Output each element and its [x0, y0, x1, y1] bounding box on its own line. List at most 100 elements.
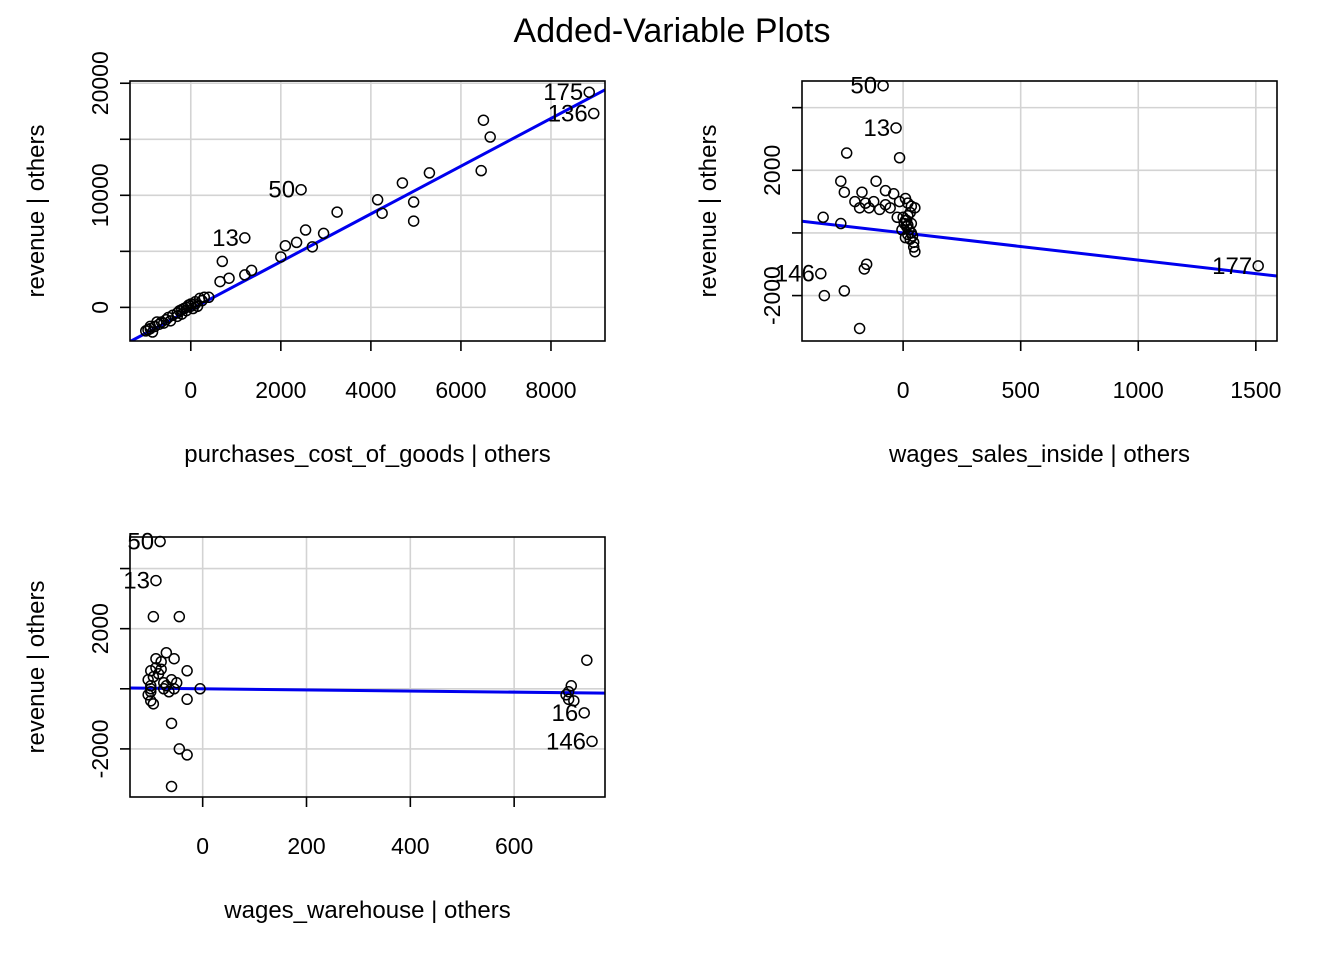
- data-point: [890, 122, 902, 134]
- x-tick-label: 200: [287, 833, 325, 859]
- point-label: 50: [268, 177, 295, 204]
- data-point: [165, 717, 178, 730]
- data-point: [317, 227, 330, 240]
- data-point: [396, 177, 409, 189]
- point-label: 16: [552, 700, 579, 727]
- y-tick-label: 0: [87, 301, 113, 314]
- point-label: 136: [548, 101, 588, 128]
- data-point: [160, 646, 173, 659]
- data-point: [856, 186, 868, 198]
- data-point: [145, 686, 157, 698]
- y-axis-label: revenue | others: [695, 124, 722, 297]
- y-tick-label: -2000: [759, 266, 785, 325]
- data-point: [295, 183, 307, 196]
- figure-title: Added-Variable Plots: [514, 12, 831, 50]
- data-point: [835, 175, 847, 187]
- data-point: [565, 680, 578, 692]
- data-point: [840, 147, 853, 159]
- data-point: [835, 217, 847, 230]
- x-tick-label: 2000: [255, 377, 306, 403]
- point-label: 177: [1212, 253, 1252, 280]
- data-point: [194, 683, 206, 695]
- plot-frame: [801, 80, 1278, 342]
- data-point: [142, 689, 154, 701]
- data-point: [853, 322, 866, 335]
- data-point: [407, 215, 420, 227]
- data-point: [887, 188, 900, 200]
- data-point: [164, 315, 177, 327]
- data-point: [158, 317, 170, 329]
- data-point: [150, 574, 162, 587]
- data-point: [371, 194, 384, 206]
- y-tick-label: -2000: [87, 719, 113, 778]
- x-tick-label: 500: [1002, 377, 1040, 403]
- data-point: [155, 663, 167, 676]
- data-point: [562, 686, 575, 698]
- data-point: [181, 665, 193, 677]
- x-axis-label: wages_warehouse | others: [223, 897, 510, 924]
- data-point: [1252, 260, 1264, 272]
- data-point: [331, 206, 343, 218]
- data-point: [203, 291, 215, 304]
- data-point: [176, 308, 188, 320]
- point-label: 175: [543, 79, 583, 106]
- data-point: [181, 693, 193, 706]
- data-point: [907, 241, 920, 253]
- data-point: [279, 239, 292, 252]
- y-tick-label: 10000: [87, 163, 113, 227]
- y-axis-label: revenue | others: [23, 580, 50, 753]
- point-label: 50: [850, 73, 877, 100]
- data-point: [906, 230, 919, 242]
- data-point: [147, 698, 160, 710]
- data-point: [170, 677, 183, 689]
- data-point: [893, 151, 906, 164]
- data-point: [168, 652, 180, 665]
- data-point: [407, 196, 420, 208]
- data-point: [477, 114, 490, 126]
- data-point: [145, 683, 157, 695]
- data-point: [306, 241, 319, 253]
- data-point: [902, 219, 914, 231]
- data-point: [891, 211, 903, 224]
- data-point: [838, 186, 851, 198]
- data-point: [189, 298, 202, 310]
- data-point: [181, 749, 193, 761]
- data-point: [581, 654, 593, 666]
- x-tick-label: 0: [196, 833, 209, 859]
- x-tick-label: 0: [184, 377, 197, 403]
- panel-wages-sales-inside: 50 13 146 177 0 500 1000 1500 -2000 2000 wages_sal…: [695, 73, 1281, 468]
- x-tick-label: 6000: [435, 377, 486, 403]
- data-point: [423, 167, 436, 179]
- point-label: 13: [123, 568, 150, 595]
- data-point: [150, 662, 162, 674]
- data-point: [376, 207, 388, 219]
- data-point: [818, 289, 831, 302]
- data-point: [214, 275, 226, 288]
- data-point: [838, 285, 851, 297]
- data-point: [146, 326, 159, 338]
- data-point: [165, 780, 178, 793]
- point-label: 146: [546, 728, 586, 755]
- data-point: [587, 107, 600, 120]
- data-point: [173, 610, 186, 623]
- y-tick-label: 2000: [759, 145, 785, 196]
- y-axis-label: revenue | others: [23, 124, 50, 297]
- data-point: [275, 251, 287, 263]
- data-point: [157, 677, 170, 689]
- data-point: [884, 202, 896, 214]
- data-point: [239, 269, 251, 281]
- data-point: [893, 195, 906, 208]
- plot-frame: [129, 536, 606, 798]
- x-tick-label: 0: [897, 377, 910, 403]
- x-tick-label: 8000: [525, 377, 576, 403]
- data-point: [144, 320, 157, 333]
- y-tick-label: 2000: [87, 603, 113, 654]
- data-point: [815, 267, 827, 280]
- data-point: [817, 211, 829, 224]
- data-point: [909, 245, 921, 258]
- point-label: 146: [775, 261, 815, 288]
- data-point: [484, 131, 496, 143]
- x-axis-label: purchases_cost_of_goods | others: [184, 441, 550, 468]
